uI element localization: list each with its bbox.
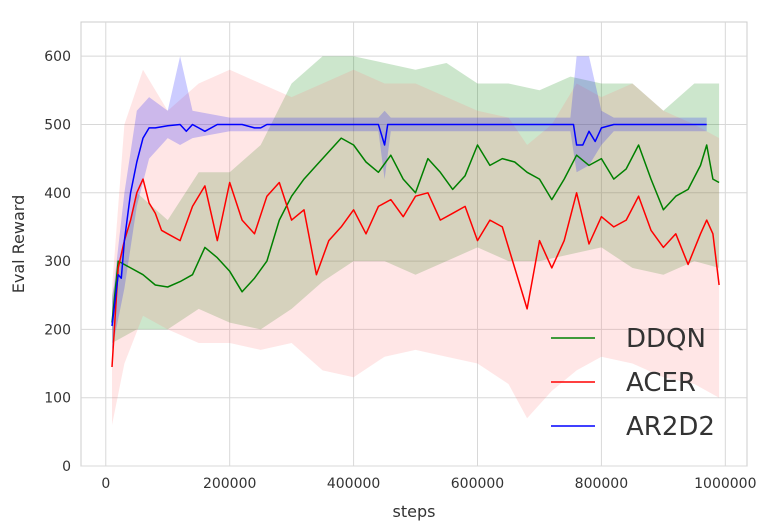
x-axis-label: steps — [393, 502, 436, 521]
x-tick-label: 1000000 — [694, 476, 756, 492]
legend-label-acer: ACER — [626, 368, 696, 398]
y-tick-label: 400 — [44, 186, 71, 202]
x-tick-label: 600000 — [451, 476, 504, 492]
series-line-acer — [111, 178, 720, 368]
plot-area — [80, 21, 748, 467]
series-lines — [111, 123, 720, 368]
confidence-bands — [112, 56, 720, 426]
y-tick-label: 500 — [44, 117, 71, 133]
legend-label-ar2d2: AR2D2 — [626, 412, 715, 442]
x-tick-label: 800000 — [575, 476, 628, 492]
series-line-ar2d2 — [111, 123, 707, 327]
band-ddqn — [112, 56, 720, 343]
y-tick-label: 200 — [44, 322, 71, 338]
x-tick-label: 200000 — [203, 476, 256, 492]
band-acer — [112, 69, 720, 426]
y-tick-label: 0 — [62, 459, 71, 475]
grid — [81, 22, 747, 467]
series-line-ddqn — [111, 137, 720, 323]
y-tick-label: 300 — [44, 254, 71, 270]
x-tick-label: 0 — [101, 476, 110, 492]
x-tick-label: 400000 — [327, 476, 380, 492]
band-ar2d2 — [112, 56, 707, 350]
y-tick-labels: 0 100 200 300 400 500 600 — [44, 49, 71, 475]
legend: DDQN ACER AR2D2 — [551, 324, 715, 442]
x-tick-labels: 0 200000 400000 600000 800000 1000000 — [101, 476, 756, 492]
y-axis-label: Eval Reward — [9, 195, 28, 294]
legend-label-ddqn: DDQN — [626, 324, 706, 354]
y-tick-label: 100 — [44, 391, 71, 407]
y-tick-label: 600 — [44, 49, 71, 65]
